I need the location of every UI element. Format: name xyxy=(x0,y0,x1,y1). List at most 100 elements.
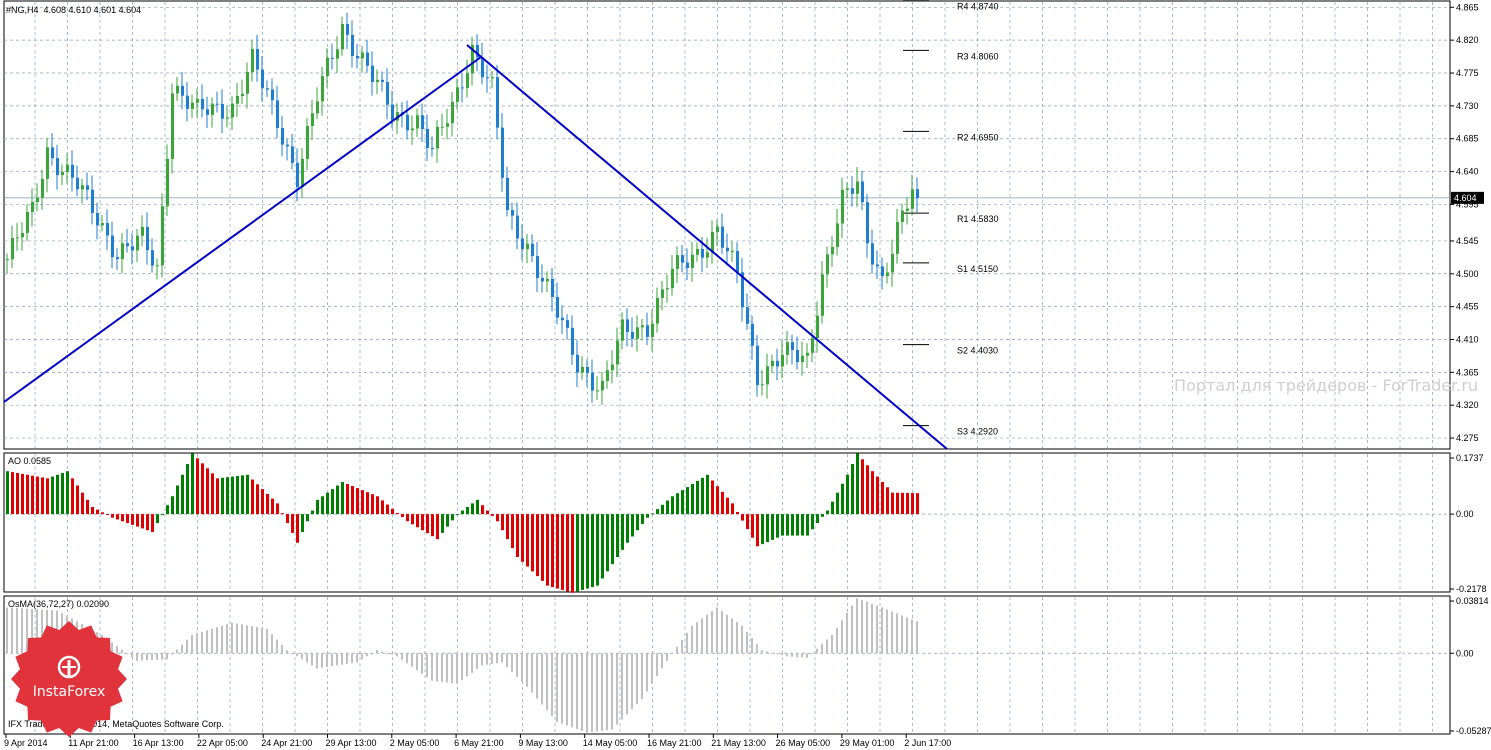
osma-bar xyxy=(216,627,218,654)
candle-body xyxy=(516,215,519,239)
candle-body xyxy=(646,325,649,337)
candle-body xyxy=(141,226,144,236)
candle-body xyxy=(821,274,824,316)
candle xyxy=(491,70,494,89)
candle xyxy=(311,99,314,141)
candle-body xyxy=(486,77,489,79)
ao-bar xyxy=(411,514,414,525)
candle-body xyxy=(686,262,689,269)
candle xyxy=(431,136,434,157)
ao-bar xyxy=(576,514,579,592)
ao-bar xyxy=(521,514,524,562)
candle xyxy=(581,356,584,380)
osma-bar xyxy=(501,653,503,663)
time-tick-label: 22 Apr 05:00 xyxy=(197,738,248,748)
osma-bar xyxy=(586,653,588,733)
time-tick-label: 9 Apr 2014 xyxy=(4,738,48,748)
ao-bar xyxy=(56,474,59,515)
ao-bar xyxy=(851,464,854,515)
ao-bar xyxy=(836,492,839,515)
ao-bar xyxy=(441,514,444,533)
candle xyxy=(741,258,744,322)
ao-bar xyxy=(721,491,724,515)
osma-bar xyxy=(711,611,713,654)
osma-bar xyxy=(616,653,618,725)
candle xyxy=(816,301,819,353)
candle xyxy=(691,241,694,282)
osma-bar xyxy=(901,615,903,654)
price-tick-label: 4.275 xyxy=(1456,433,1479,443)
osma-bar xyxy=(781,653,783,656)
ao-bar xyxy=(311,510,314,515)
ao-bar xyxy=(146,514,149,531)
candle xyxy=(56,144,59,190)
candle xyxy=(591,359,594,403)
candle-body xyxy=(916,189,919,198)
ao-bar xyxy=(261,489,264,515)
osma-bar xyxy=(561,653,563,724)
osma-bar xyxy=(261,627,263,654)
ohlc-label: 4.608 4.610 4.601 4.604 xyxy=(43,5,142,15)
osma-bar xyxy=(876,605,878,654)
candle xyxy=(556,282,559,325)
candle-body xyxy=(616,340,619,365)
ao-bar xyxy=(246,474,249,515)
candle-body xyxy=(66,164,69,172)
candle-body xyxy=(761,384,764,386)
candle xyxy=(326,48,329,88)
candle-body xyxy=(196,98,199,103)
candle xyxy=(871,229,874,274)
candle-body xyxy=(466,73,469,88)
ao-bar xyxy=(601,514,604,579)
osma-bar xyxy=(836,627,838,654)
candle-body xyxy=(811,338,814,353)
osma-bar xyxy=(356,653,358,663)
ao-bar xyxy=(331,489,334,515)
candle xyxy=(616,327,619,378)
ao-bar xyxy=(896,492,899,515)
candle-body xyxy=(851,188,854,194)
osma-bar xyxy=(886,609,888,654)
ao-bar xyxy=(811,514,814,530)
time-tick-label: 16 May 21:00 xyxy=(647,738,702,748)
candle-body xyxy=(451,101,454,124)
candle-body xyxy=(216,103,219,105)
osma-bar xyxy=(326,653,328,667)
candle xyxy=(596,376,599,400)
ao-bar xyxy=(306,514,309,522)
ao-bar xyxy=(741,514,744,521)
ao-bar xyxy=(886,487,889,515)
candle-body xyxy=(791,342,794,350)
osma-bar xyxy=(791,653,793,657)
candle-body xyxy=(16,237,19,239)
osma-bar xyxy=(441,653,443,682)
osma-bar xyxy=(861,600,863,654)
osma-bar xyxy=(376,650,378,654)
ao-bar xyxy=(51,476,54,515)
candle-body xyxy=(251,48,254,72)
osma-bar xyxy=(16,608,18,654)
candle xyxy=(786,330,789,365)
candle-body xyxy=(506,177,509,211)
ao-bar xyxy=(46,478,49,515)
ao-bar xyxy=(881,481,884,515)
candle-body xyxy=(721,226,724,248)
ao-bar xyxy=(511,514,514,549)
ao-bar xyxy=(606,514,609,572)
candle xyxy=(506,166,509,217)
ao-bar xyxy=(476,499,479,515)
ao-bar xyxy=(426,514,429,534)
candle-body xyxy=(371,65,374,82)
candle xyxy=(301,148,304,198)
panel-frame-1 xyxy=(3,0,1451,450)
candle-body xyxy=(501,127,504,178)
ao-bar xyxy=(766,514,769,543)
candle xyxy=(526,234,529,264)
candle-body xyxy=(571,327,574,355)
chart-header: #NG,H4 4.608 4.610 4.601 4.604 xyxy=(6,5,141,15)
candle-body xyxy=(836,223,839,248)
ao-bar xyxy=(346,483,349,515)
candle-body xyxy=(771,360,774,367)
osma-bar xyxy=(591,653,593,733)
